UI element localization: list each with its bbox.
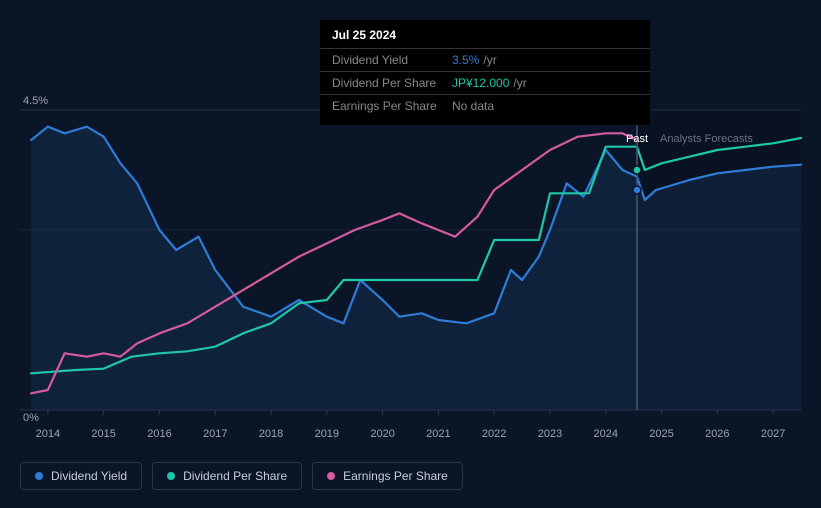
legend-item-earnings-per-share[interactable]: Earnings Per Share [312,462,463,490]
tooltip-row: Earnings Per ShareNo data [320,95,650,117]
legend-item-dividend-per-share[interactable]: Dividend Per Share [152,462,302,490]
chart-legend: Dividend Yield Dividend Per Share Earnin… [20,462,463,490]
legend-label: Earnings Per Share [343,469,448,483]
x-axis-label: 2016 [147,428,171,440]
x-axis-label: 2019 [315,428,339,440]
x-axis-label: 2017 [203,428,227,440]
x-axis-label: 2015 [91,428,115,440]
tooltip-row-value: No data [452,99,638,113]
legend-label: Dividend Per Share [183,469,287,483]
legend-dot [35,472,43,480]
x-axis-label: 2020 [370,428,394,440]
tooltip-row: Dividend Yield3.5%/yr [320,49,650,72]
x-axis-label: 2014 [36,428,60,440]
legend-dot [327,472,335,480]
tooltip-row-suffix: /yr [483,53,496,67]
tooltip-row-value: 3.5%/yr [452,53,638,67]
legend-dot [167,472,175,480]
tooltip-row: Dividend Per ShareJP¥12.000/yr [320,72,650,95]
x-axis-label: 2027 [761,428,785,440]
x-axis-label: 2021 [426,428,450,440]
tooltip-row-label: Dividend Yield [332,53,452,67]
legend-item-dividend-yield[interactable]: Dividend Yield [20,462,142,490]
x-axis-label: 2022 [482,428,506,440]
x-axis-label: 2025 [649,428,673,440]
x-axis-label: 2023 [538,428,562,440]
x-axis-label: 2026 [705,428,729,440]
tooltip-row-label: Dividend Per Share [332,76,452,90]
y-axis-label: 4.5% [23,95,48,107]
x-axis-label: 2024 [594,428,618,440]
x-axis-label: 2018 [259,428,283,440]
tooltip-row-suffix: /yr [513,76,526,90]
tooltip-row-label: Earnings Per Share [332,99,452,113]
legend-label: Dividend Yield [51,469,127,483]
tooltip-date: Jul 25 2024 [320,28,650,49]
y-axis-label: 0% [23,412,39,424]
past-label: Past [626,133,648,145]
chart-tooltip: Jul 25 2024 Dividend Yield3.5%/yrDividen… [320,20,650,125]
forecast-label: Analysts Forecasts [660,133,753,145]
tooltip-row-value: JP¥12.000/yr [452,76,638,90]
